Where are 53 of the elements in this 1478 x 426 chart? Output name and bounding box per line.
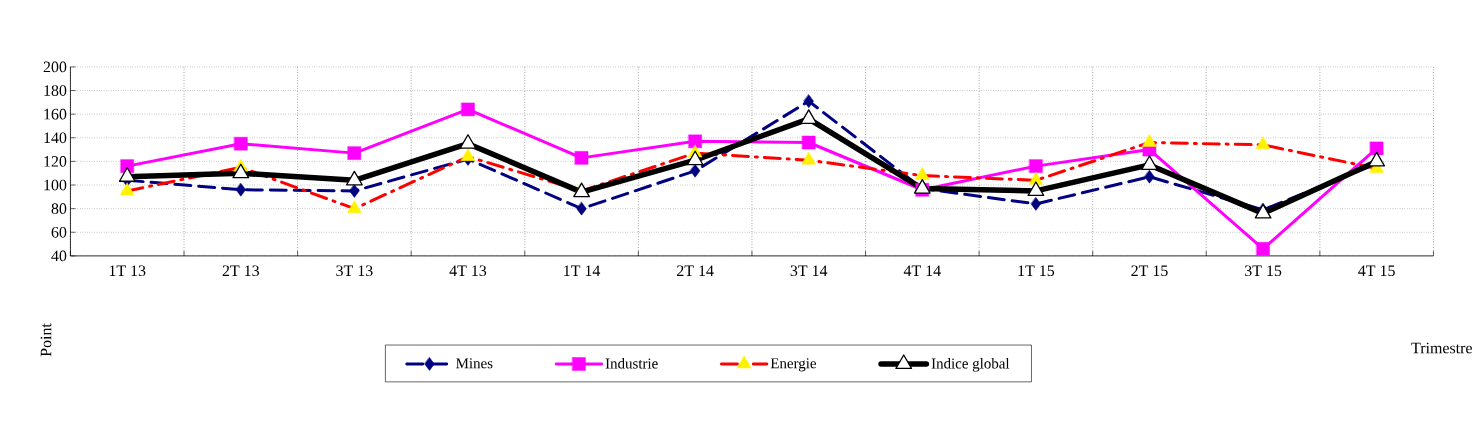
x-tick-label: 3T 13	[336, 265, 373, 277]
point	[345, 170, 363, 186]
y-tick-label: 100	[44, 179, 67, 191]
y-tick-label: 80	[51, 203, 67, 215]
y-tick-label: 40	[51, 250, 67, 262]
point	[574, 151, 589, 165]
point	[232, 163, 250, 179]
x-axis-title: Trimestre	[1411, 342, 1472, 354]
y-tick-label: 160	[44, 108, 67, 120]
y-tick-label: 180	[44, 85, 67, 96]
point	[347, 146, 362, 160]
point	[349, 184, 360, 198]
legend-label: Indice global	[931, 358, 1010, 372]
x-tick-label: 2T 13	[222, 265, 259, 277]
legend-label: Industrie	[605, 358, 658, 369]
x-tick-label: 2T 14	[677, 265, 714, 276]
point	[1144, 170, 1155, 184]
x-tick-label: 1T 14	[564, 265, 601, 276]
x-tick-label: 3T 15	[1245, 265, 1282, 277]
x-tick-label: 2T 15	[1131, 265, 1168, 277]
y-tick-label: 120	[44, 156, 67, 167]
x-tick-label: 1T 13	[109, 265, 146, 277]
point	[1141, 155, 1158, 171]
y-axis-title: Point	[40, 323, 52, 357]
point	[1256, 242, 1270, 256]
point	[576, 201, 587, 216]
point	[234, 136, 248, 151]
point	[118, 167, 136, 182]
y-tick-label: 60	[51, 226, 67, 238]
point	[800, 109, 818, 125]
point	[1368, 151, 1386, 167]
x-tick-label: 4T 13	[449, 265, 487, 277]
legend-label: Energie	[770, 358, 817, 372]
x-tick-label: 4T 15	[1358, 265, 1395, 277]
point	[803, 94, 814, 108]
point	[235, 183, 246, 197]
x-tick-label: 1T 15	[1018, 265, 1055, 277]
y-tick-label: 200	[43, 61, 67, 73]
point	[1369, 141, 1384, 156]
point	[1029, 159, 1043, 173]
point	[1030, 197, 1042, 211]
point	[690, 164, 701, 178]
y-tick-label: 140	[44, 132, 67, 144]
x-tick-label: 4T 14	[903, 265, 941, 276]
point	[913, 178, 931, 194]
point	[461, 102, 475, 117]
point	[802, 135, 816, 150]
legend-label: Mines	[456, 358, 493, 369]
point	[686, 150, 704, 166]
point	[1027, 181, 1045, 197]
x-tick-label: 3T 14	[790, 265, 828, 277]
point	[688, 134, 702, 149]
point	[459, 134, 477, 149]
